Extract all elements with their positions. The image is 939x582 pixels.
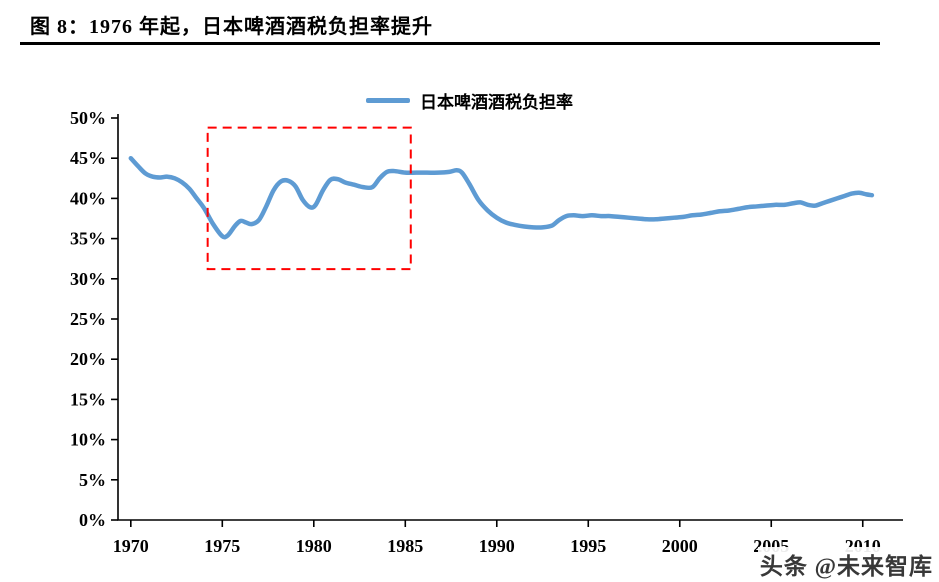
legend-label: 日本啤酒酒税负担率 [420,93,573,112]
y-tick-label: 25% [70,309,106,329]
y-tick-label: 10% [70,430,106,450]
y-tick-label: 20% [70,349,106,369]
y-tick-label: 35% [70,229,106,249]
highlight-box [206,126,412,271]
figure-title: 图 8：1976 年起，日本啤酒酒税负担率提升 [30,16,433,38]
y-tick-label: 15% [70,389,106,409]
y-tick-label: 0% [79,510,106,530]
chart-legend: 日本啤酒酒税负担率 [0,88,939,113]
x-tick-label: 1970 [113,536,149,556]
x-tick-label: 1985 [387,536,423,556]
axes [117,114,903,521]
y-tick-label: 45% [70,148,106,168]
title-rule [20,42,880,45]
y-tick-label: 40% [70,188,106,208]
x-tick-label: 2000 [662,536,698,556]
legend-line-swatch [366,98,410,103]
y-tick-label: 50% [70,108,106,128]
y-tick-label: 5% [79,470,106,490]
x-tick-label: 1995 [570,536,606,556]
x-tick-label: 1990 [479,536,515,556]
x-tick-label: 1980 [296,536,332,556]
series-line [128,155,875,240]
y-tick-label: 30% [70,269,106,289]
watermark: 头条 @未来智库 [757,547,935,581]
x-tick-label: 1975 [204,536,240,556]
